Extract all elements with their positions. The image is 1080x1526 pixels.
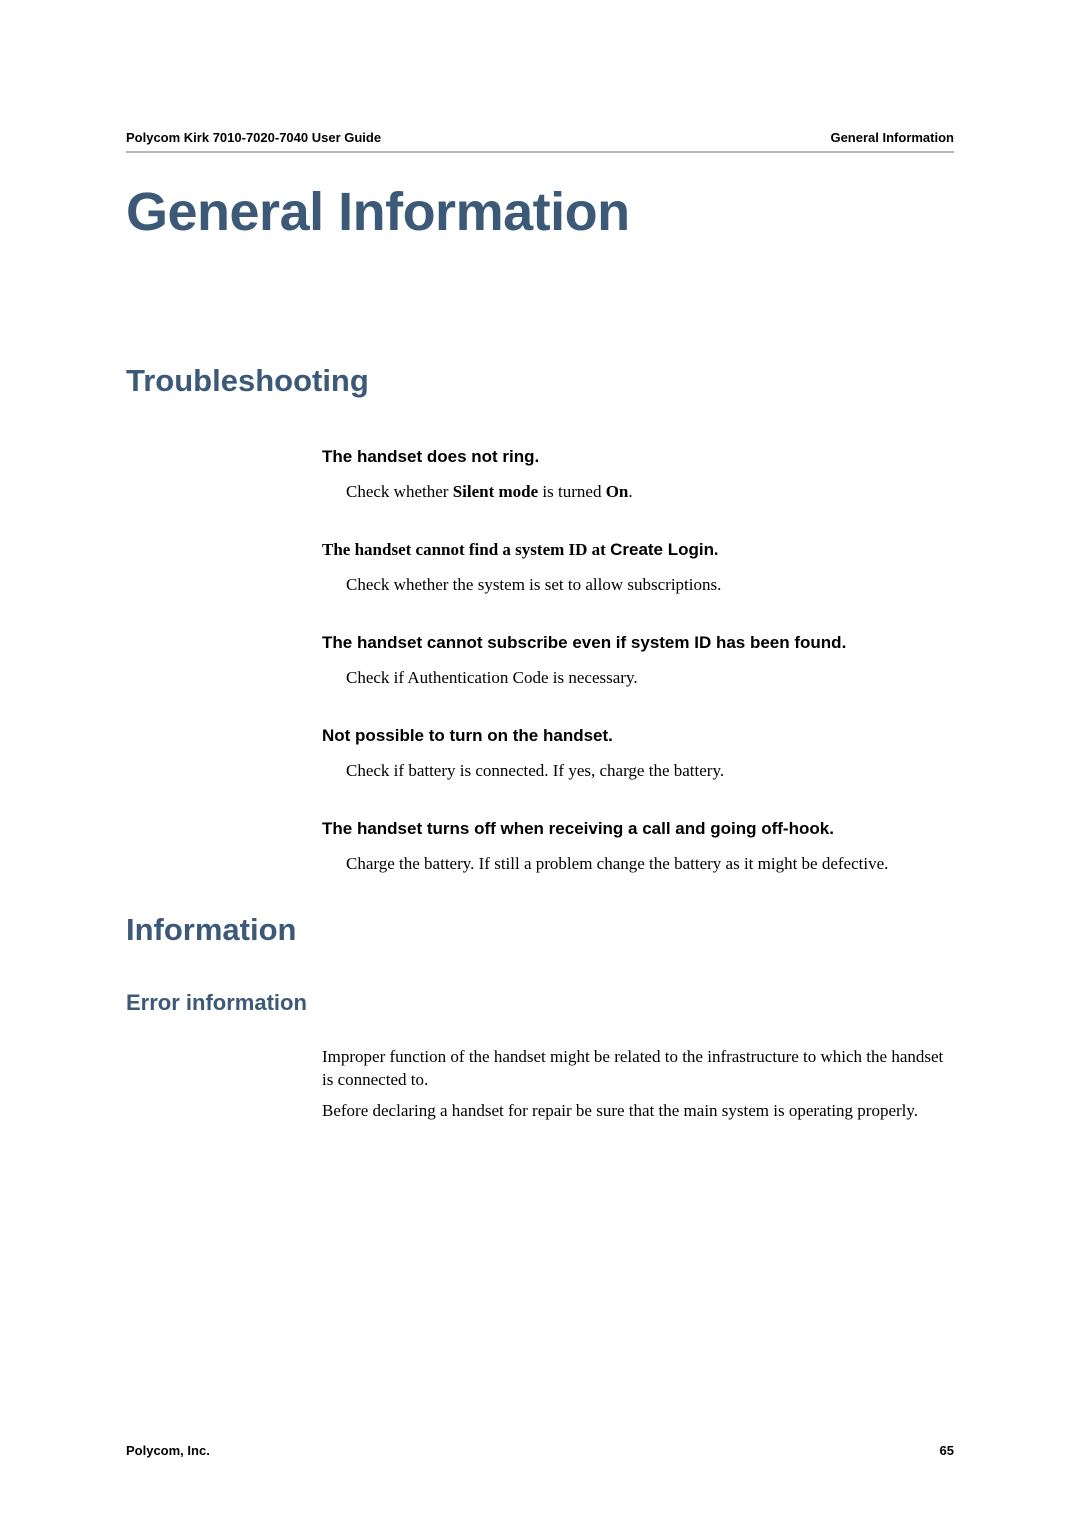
issue-body-bold: On bbox=[606, 482, 629, 501]
issue-heading-system-id: The handset cannot find a system ID at C… bbox=[322, 540, 954, 560]
header-left: Polycom Kirk 7010-7020-7040 User Guide bbox=[126, 130, 381, 145]
issue-body-text: . bbox=[628, 482, 632, 501]
header-right: General Information bbox=[830, 130, 954, 145]
page: Polycom Kirk 7010-7020-7040 User Guide G… bbox=[0, 0, 1080, 1526]
issue-heading-subscribe: The handset cannot subscribe even if sys… bbox=[322, 633, 954, 653]
info-paragraphs: Improper function of the handset might b… bbox=[322, 1046, 954, 1123]
issue-heading-turn-on: Not possible to turn on the handset. bbox=[322, 726, 954, 746]
issue-heading-ui-label: Create Login bbox=[610, 540, 714, 559]
issue-body: Check whether the system is set to allow… bbox=[346, 574, 954, 597]
issue-body: Check if battery is connected. If yes, c… bbox=[346, 760, 954, 783]
issue-body-bold: Silent mode bbox=[453, 482, 538, 501]
issue-block: The handset turns off when receiving a c… bbox=[322, 819, 954, 876]
issue-heading-text: . bbox=[714, 540, 718, 559]
subsection-error-info-title: Error information bbox=[126, 990, 954, 1016]
issue-heading-turns-off: The handset turns off when receiving a c… bbox=[322, 819, 954, 839]
main-title: General Information bbox=[126, 181, 954, 243]
issue-heading-text: The handset cannot find a system ID at bbox=[322, 540, 610, 559]
issue-block: The handset cannot find a system ID at C… bbox=[322, 540, 954, 597]
issue-block: Not possible to turn on the handset. Che… bbox=[322, 726, 954, 783]
info-paragraph: Improper function of the handset might b… bbox=[322, 1046, 954, 1092]
issue-block: The handset cannot subscribe even if sys… bbox=[322, 633, 954, 690]
issue-body: Charge the battery. If still a problem c… bbox=[346, 853, 954, 876]
issue-body-text: is turned bbox=[538, 482, 606, 501]
info-paragraph: Before declaring a handset for repair be… bbox=[322, 1100, 954, 1123]
page-footer: Polycom, Inc. 65 bbox=[126, 1443, 954, 1458]
issue-body-text: Check whether bbox=[346, 482, 453, 501]
footer-left: Polycom, Inc. bbox=[126, 1443, 210, 1458]
footer-page-number: 65 bbox=[940, 1443, 954, 1458]
section-troubleshooting-title: Troubleshooting bbox=[126, 363, 954, 399]
page-header: Polycom Kirk 7010-7020-7040 User Guide G… bbox=[126, 130, 954, 153]
issue-block: The handset does not ring. Check whether… bbox=[322, 447, 954, 504]
issue-body: Check whether Silent mode is turned On. bbox=[346, 481, 954, 504]
issue-heading-no-ring: The handset does not ring. bbox=[322, 447, 954, 467]
issue-body: Check if Authentication Code is necessar… bbox=[346, 667, 954, 690]
section-information-title: Information bbox=[126, 912, 954, 948]
